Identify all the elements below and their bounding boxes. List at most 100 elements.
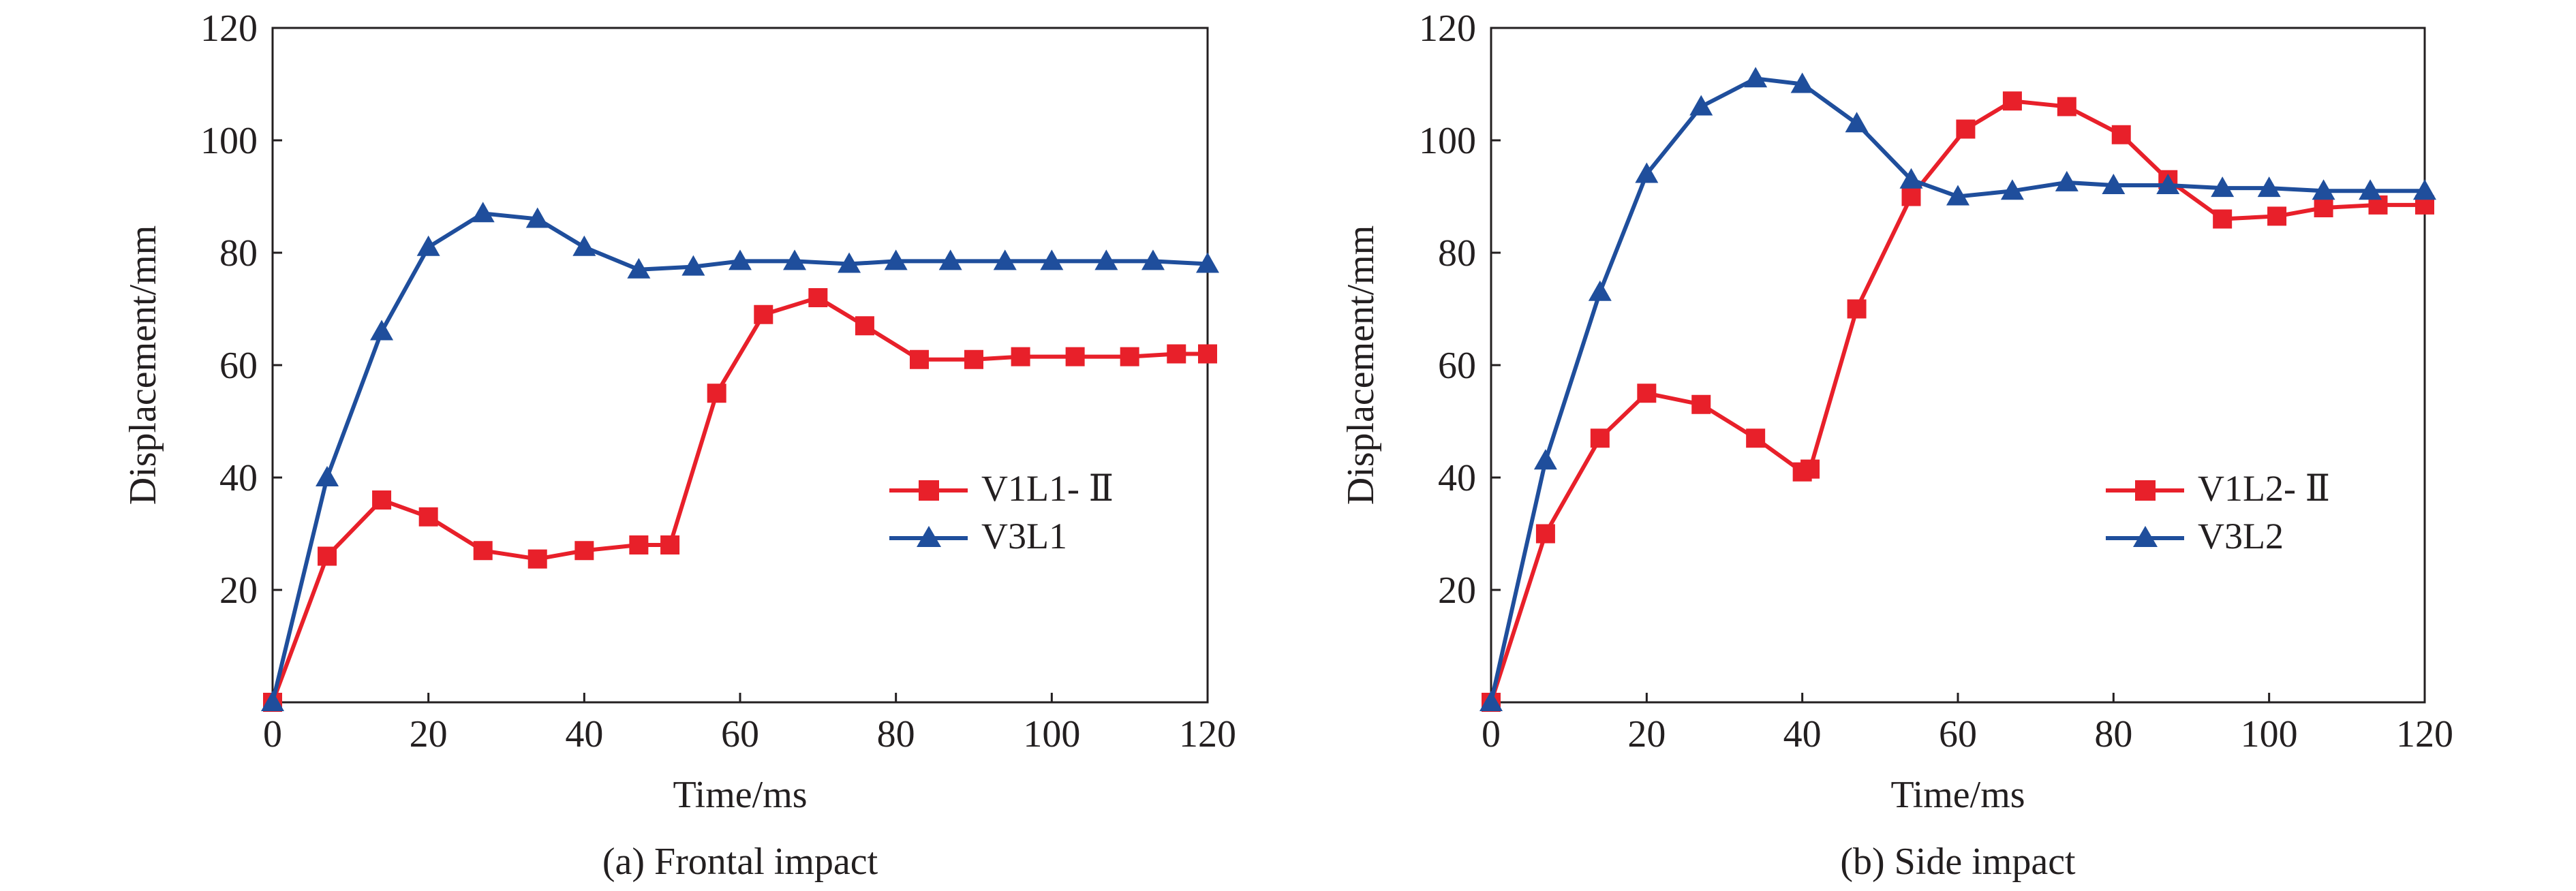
point-b-s1-7	[1845, 112, 1869, 133]
legend-marker-series-0-a	[919, 480, 939, 501]
x-axis-label-a: Time/ms	[673, 774, 807, 816]
point-b-s1-0	[1479, 691, 1503, 711]
legend-b: V1L2- Ⅱ V3L2	[2106, 468, 2330, 557]
point-b-s1-13	[2156, 174, 2180, 194]
point-a-s0-9	[707, 384, 726, 403]
legend-label-series-0-b: V1L2- Ⅱ	[2198, 468, 2330, 509]
chart-frontal-impact: 0 20 40 60 80 100 120 20 40 60 80 100 120 V1L1- Ⅱ V3…	[122, 7, 1236, 883]
point-a-s0-4	[473, 541, 493, 561]
point-b-s0-1	[1535, 524, 1555, 544]
x-tick-label-a-1: 20	[410, 713, 448, 755]
point-a-s1-14	[993, 249, 1017, 270]
point-b-s0-16	[2267, 206, 2287, 226]
x-tick-label-b-2: 40	[1783, 713, 1822, 755]
x-tick-label-a-5: 100	[1023, 713, 1080, 755]
ticks-b: 0 20 40 60 80 100 120 20 40 60 80 100 120	[1419, 7, 2453, 755]
point-a-s0-8	[660, 535, 680, 554]
series-b	[1479, 67, 2436, 712]
point-a-s0-18	[1167, 344, 1186, 364]
y-tick-label-b-0: 20	[1438, 569, 1476, 612]
point-b-s1-6	[1790, 72, 1814, 93]
point-b-s1-3	[1635, 162, 1659, 183]
point-a-s1-4	[471, 202, 495, 223]
point-b-s0-5	[1746, 428, 1766, 448]
caption-a: (a) Frontal impact	[602, 841, 878, 883]
x-tick-label-a-4: 80	[877, 713, 915, 755]
point-a-s1-18	[1196, 252, 1219, 273]
point-b-s0-4	[1691, 394, 1711, 414]
point-b-s1-12	[2102, 174, 2126, 194]
legend-label-series-0-a: V1L1- Ⅱ	[981, 468, 1114, 509]
y-tick-label-a-3: 80	[219, 232, 258, 275]
point-a-s1-10	[783, 249, 807, 270]
x-tick-label-a-2: 40	[565, 713, 603, 755]
y-tick-label-a-4: 100	[200, 120, 258, 162]
point-a-s0-11	[808, 288, 828, 307]
point-a-s0-6	[574, 541, 594, 561]
point-a-s0-19	[1198, 344, 1217, 364]
legend-marker-series-1-a	[917, 526, 941, 547]
series-a	[261, 202, 1219, 712]
ticks-a: 0 20 40 60 80 100 120 20 40 60 80 100 120	[200, 7, 1236, 755]
point-b-s1-17	[2359, 179, 2382, 200]
point-a-s1-13	[938, 249, 962, 270]
x-tick-label-a-3: 60	[721, 713, 759, 755]
point-a-s1-16	[1094, 249, 1118, 270]
point-b-s0-2	[1590, 428, 1610, 448]
y-tick-label-a-0: 20	[219, 569, 258, 612]
legend-marker-series-0-b	[2135, 480, 2156, 501]
point-a-s1-0	[261, 691, 284, 711]
caption-b: (b) Side impact	[1840, 841, 2076, 883]
point-b-s1-4	[1689, 95, 1713, 116]
point-b-s0-7	[1800, 459, 1820, 479]
point-b-s0-8	[1847, 299, 1867, 319]
point-a-s1-8	[681, 255, 705, 276]
legend-a: V1L1- Ⅱ V3L1	[889, 468, 1114, 557]
point-b-s1-2	[1588, 280, 1612, 301]
point-b-s1-18	[2413, 179, 2436, 200]
point-b-s1-14	[2211, 176, 2235, 198]
point-a-s1-11	[838, 252, 861, 273]
x-tick-label-b-5: 100	[2241, 713, 2298, 755]
legend-marker-series-1-b	[2133, 526, 2158, 547]
point-b-s1-10	[2000, 179, 2024, 200]
point-b-s0-3	[1637, 384, 1657, 403]
y-tick-label-b-5: 120	[1419, 7, 1476, 50]
x-tick-label-b-3: 60	[1939, 713, 1977, 755]
x-axis-label-b: Time/ms	[1890, 774, 2025, 816]
x-tick-label-a-0: 0	[263, 713, 282, 755]
point-a-s0-13	[909, 349, 929, 369]
point-b-s1-16	[2312, 179, 2335, 200]
point-a-s0-2	[372, 490, 392, 510]
x-tick-label-b-0: 0	[1482, 713, 1501, 755]
point-a-s0-7	[629, 535, 649, 554]
point-a-s1-6	[572, 235, 596, 256]
point-b-s1-1	[1533, 449, 1557, 470]
chart-side-impact: 0 20 40 60 80 100 120 20 40 60 80 100 120 V1L2- Ⅱ V3…	[1340, 7, 2453, 883]
point-a-s1-17	[1141, 249, 1165, 270]
x-tick-label-a-6: 120	[1179, 713, 1236, 755]
y-axis-label-b: Displacement/mm	[1340, 225, 1382, 505]
x-tick-label-b-6: 120	[2396, 713, 2453, 755]
point-a-s1-2	[370, 319, 394, 341]
point-a-s1-15	[1040, 249, 1064, 270]
point-a-s0-12	[855, 316, 874, 336]
point-b-s0-15	[2213, 209, 2233, 229]
point-b-s1-9	[1946, 185, 1969, 206]
point-a-s1-1	[316, 466, 339, 486]
point-b-s0-17	[2314, 198, 2333, 217]
point-a-s0-5	[527, 549, 547, 569]
y-tick-label-b-3: 80	[1438, 232, 1476, 275]
point-a-s0-1	[318, 546, 337, 566]
legend-label-series-1-a: V3L1	[981, 516, 1067, 557]
x-tick-label-b-4: 80	[2094, 713, 2132, 755]
point-b-s1-5	[1744, 67, 1768, 88]
point-a-s0-15	[1011, 347, 1030, 366]
point-b-s1-8	[1899, 168, 1923, 189]
y-tick-label-a-1: 40	[219, 457, 258, 499]
point-a-s0-3	[418, 507, 438, 527]
point-b-s0-11	[2002, 91, 2022, 111]
series-line-a-1	[271, 211, 1210, 704]
point-b-s1-11	[2055, 170, 2079, 191]
